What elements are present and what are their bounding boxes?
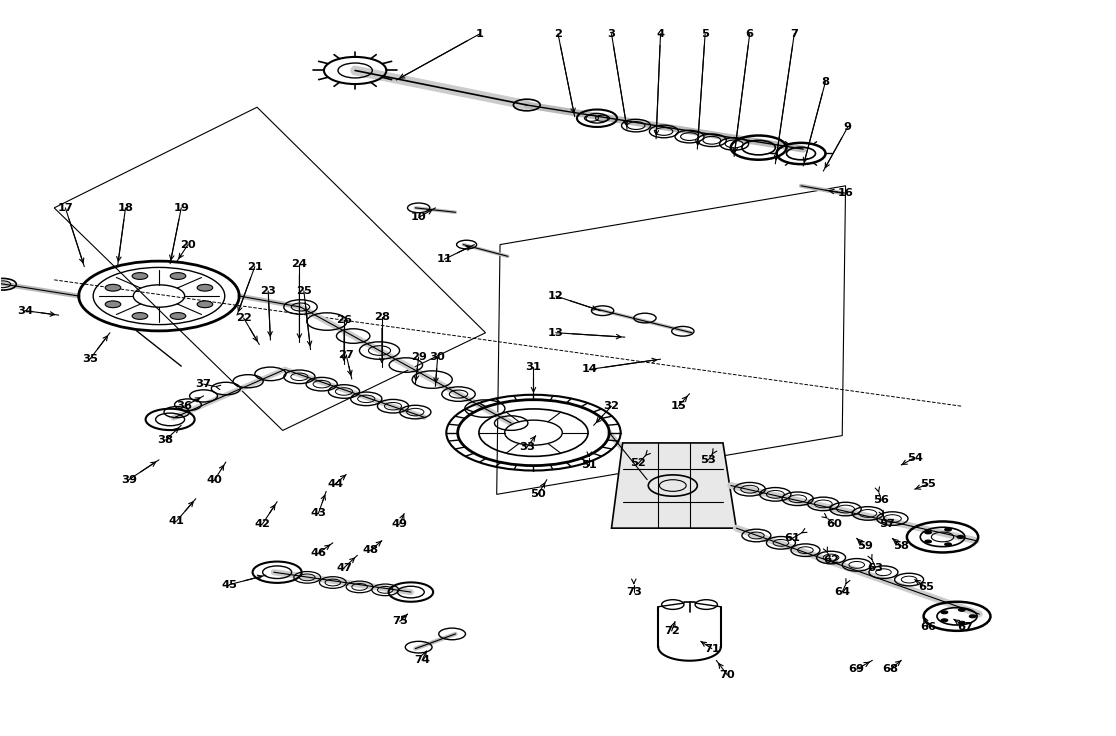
- Text: 65: 65: [917, 582, 934, 592]
- Text: 40: 40: [206, 475, 222, 485]
- Text: 20: 20: [180, 240, 195, 250]
- Text: 38: 38: [157, 435, 174, 445]
- Ellipse shape: [941, 611, 947, 614]
- Text: 67: 67: [956, 622, 973, 631]
- Text: 49: 49: [392, 519, 407, 528]
- Text: 60: 60: [827, 519, 843, 528]
- Ellipse shape: [959, 621, 965, 624]
- Ellipse shape: [105, 284, 121, 291]
- Ellipse shape: [945, 543, 952, 546]
- Text: 35: 35: [81, 354, 98, 364]
- Text: 73: 73: [626, 587, 642, 597]
- Text: 6: 6: [745, 29, 753, 39]
- Text: 3: 3: [607, 29, 616, 39]
- Text: 64: 64: [835, 587, 850, 597]
- Ellipse shape: [132, 272, 147, 280]
- Text: 45: 45: [221, 580, 237, 590]
- Text: 7: 7: [790, 29, 798, 39]
- Polygon shape: [612, 443, 737, 528]
- Ellipse shape: [958, 536, 964, 539]
- Text: 12: 12: [548, 291, 564, 301]
- Ellipse shape: [959, 609, 965, 612]
- Text: 32: 32: [604, 401, 619, 411]
- Text: 15: 15: [671, 401, 686, 411]
- Text: 17: 17: [57, 203, 74, 213]
- Text: 27: 27: [338, 350, 354, 360]
- Text: 22: 22: [235, 313, 251, 323]
- Text: 37: 37: [195, 379, 212, 389]
- Text: 1: 1: [477, 29, 484, 39]
- Text: 43: 43: [310, 509, 326, 518]
- Text: 34: 34: [17, 305, 33, 316]
- Text: 36: 36: [176, 401, 193, 411]
- Text: 55: 55: [921, 479, 936, 489]
- Text: 30: 30: [430, 352, 445, 362]
- Text: 48: 48: [363, 545, 378, 555]
- Text: 18: 18: [117, 203, 134, 213]
- Text: 72: 72: [664, 626, 680, 636]
- Text: 4: 4: [656, 29, 664, 39]
- Text: 28: 28: [374, 311, 389, 322]
- Text: 51: 51: [581, 460, 597, 470]
- Text: 57: 57: [879, 519, 895, 528]
- Text: 74: 74: [414, 655, 430, 665]
- Text: 25: 25: [296, 286, 311, 296]
- Text: 66: 66: [920, 622, 936, 631]
- Ellipse shape: [925, 540, 932, 543]
- Text: 52: 52: [631, 459, 646, 469]
- Ellipse shape: [198, 301, 213, 308]
- Text: 68: 68: [882, 664, 898, 674]
- Text: 5: 5: [701, 29, 709, 39]
- Text: 39: 39: [121, 475, 137, 485]
- Text: 21: 21: [247, 261, 262, 272]
- Text: 53: 53: [701, 455, 716, 465]
- Text: 16: 16: [838, 188, 854, 198]
- Text: 63: 63: [867, 563, 884, 573]
- Text: 70: 70: [720, 670, 735, 680]
- Text: 69: 69: [848, 664, 865, 674]
- Text: 19: 19: [173, 203, 190, 213]
- Text: 58: 58: [894, 541, 910, 551]
- Text: 31: 31: [526, 361, 541, 372]
- Text: 24: 24: [291, 258, 307, 269]
- Text: 11: 11: [436, 254, 452, 264]
- Text: 50: 50: [530, 489, 546, 499]
- Ellipse shape: [945, 528, 952, 531]
- Text: 61: 61: [785, 534, 800, 543]
- Text: 8: 8: [821, 77, 829, 87]
- Ellipse shape: [105, 301, 121, 308]
- Text: 29: 29: [411, 352, 426, 362]
- Text: 59: 59: [857, 541, 873, 551]
- Text: 62: 62: [824, 556, 839, 565]
- Ellipse shape: [941, 619, 947, 622]
- Text: 75: 75: [392, 617, 407, 626]
- Text: 41: 41: [169, 516, 185, 526]
- Text: 9: 9: [844, 122, 852, 132]
- Ellipse shape: [970, 615, 976, 618]
- Text: 54: 54: [906, 453, 923, 463]
- Ellipse shape: [198, 284, 213, 291]
- Ellipse shape: [171, 313, 185, 319]
- Text: 71: 71: [704, 643, 720, 654]
- Text: 46: 46: [310, 548, 326, 558]
- Text: 42: 42: [254, 519, 270, 528]
- Text: 23: 23: [260, 286, 276, 296]
- Text: 2: 2: [554, 29, 562, 39]
- Text: 47: 47: [336, 563, 352, 573]
- Ellipse shape: [132, 313, 147, 319]
- Text: 33: 33: [519, 442, 535, 453]
- Ellipse shape: [925, 531, 932, 534]
- Text: 13: 13: [548, 328, 564, 338]
- Text: 10: 10: [411, 213, 426, 222]
- Text: 44: 44: [327, 479, 343, 489]
- Text: 56: 56: [874, 495, 889, 505]
- Text: 26: 26: [336, 315, 352, 325]
- Text: 14: 14: [581, 364, 597, 375]
- Ellipse shape: [171, 272, 185, 280]
